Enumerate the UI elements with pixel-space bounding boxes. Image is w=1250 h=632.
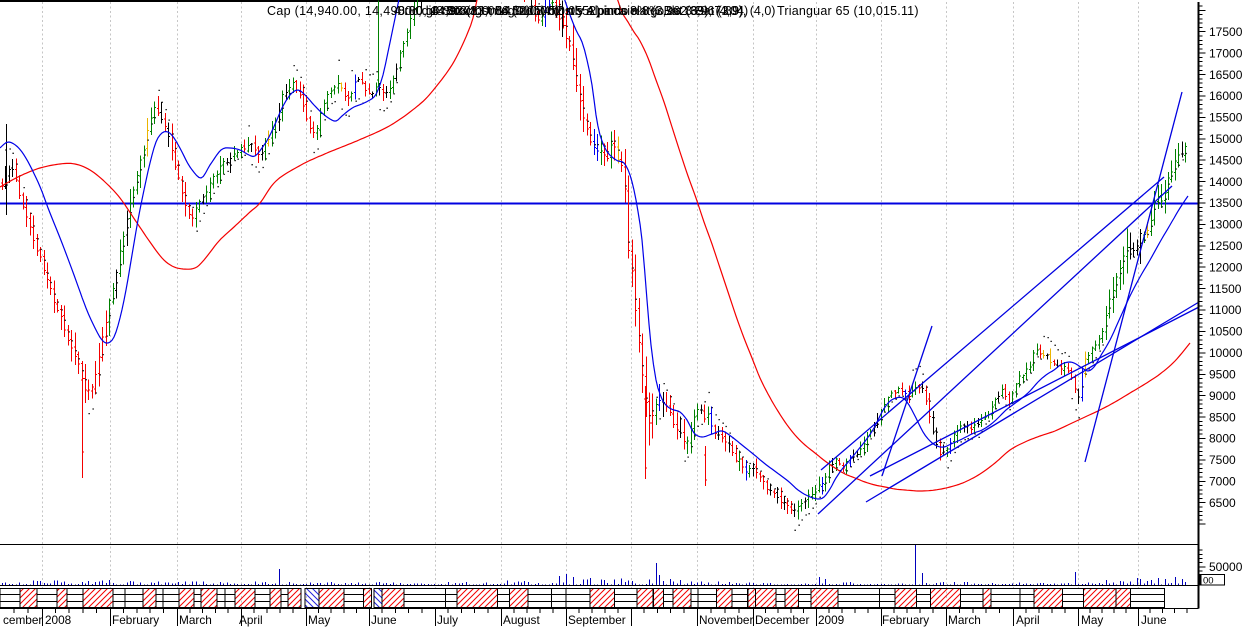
svg-text:February: February bbox=[882, 613, 929, 627]
svg-text:April: April bbox=[1016, 613, 1040, 627]
svg-text:Cap (14,940.00, 14,490.00, 14,: Cap (14,940.00, 14,490.00, 14,930.00, 14… bbox=[267, 4, 559, 18]
svg-text:16000: 16000 bbox=[1209, 89, 1243, 103]
svg-text:February: February bbox=[112, 613, 159, 627]
svg-text:July: July bbox=[437, 613, 458, 627]
svg-text:17000: 17000 bbox=[1209, 46, 1243, 60]
svg-text:12000: 12000 bbox=[1209, 260, 1243, 274]
svg-text:15500: 15500 bbox=[1209, 111, 1243, 125]
svg-text:September: September bbox=[568, 613, 626, 627]
svg-text:10500: 10500 bbox=[1209, 325, 1243, 339]
svg-text:10000: 10000 bbox=[1209, 346, 1243, 360]
svg-text:March: March bbox=[179, 613, 212, 627]
svg-text:November: November bbox=[699, 613, 753, 627]
svg-text:12500: 12500 bbox=[1209, 239, 1243, 253]
svg-text:6500: 6500 bbox=[1209, 496, 1236, 510]
svg-text:June: June bbox=[1141, 613, 1167, 627]
svg-text:June: June bbox=[371, 613, 397, 627]
svg-text:14500: 14500 bbox=[1209, 153, 1243, 167]
svg-text:7000: 7000 bbox=[1209, 475, 1236, 489]
svg-text:7500: 7500 bbox=[1209, 453, 1236, 467]
svg-text:9500: 9500 bbox=[1209, 368, 1236, 382]
svg-text:8000: 8000 bbox=[1209, 432, 1236, 446]
svg-text:8 Stroctgst 84 (0.05) 52 n s a: 8 Stroctgst 84 (0.05) 52 n s a pinca 8% … bbox=[432, 4, 748, 18]
svg-text:13000: 13000 bbox=[1209, 218, 1243, 232]
svg-text:8500: 8500 bbox=[1209, 410, 1236, 424]
svg-text:13500: 13500 bbox=[1209, 196, 1243, 210]
svg-text:17500: 17500 bbox=[1209, 25, 1243, 39]
svg-text:April: April bbox=[239, 613, 263, 627]
svg-text:14000: 14000 bbox=[1209, 175, 1243, 189]
svg-text:11000: 11000 bbox=[1209, 303, 1242, 317]
svg-text:May: May bbox=[1081, 613, 1103, 627]
svg-text:Trianguar 65 (10,015.11): Trianguar 65 (10,015.11) bbox=[777, 4, 919, 18]
svg-text:16500: 16500 bbox=[1209, 68, 1243, 82]
svg-text:4 r80 g 8 Str (13,056.52) nt m: 4 r80 g 8 Str (13,056.52) nt mostly Alpi… bbox=[394, 4, 775, 18]
svg-text:May: May bbox=[308, 613, 330, 627]
svg-text:cember: cember bbox=[3, 613, 42, 627]
svg-text:March: March bbox=[948, 613, 981, 627]
svg-text:August: August bbox=[503, 613, 540, 627]
svg-text:80c,di4 r803,8 Unrograd 84 (0.: 80c,di4 r803,8 Unrograd 84 (0.0552) amsi… bbox=[398, 4, 743, 18]
svg-text:December: December bbox=[755, 613, 809, 627]
svg-text:00: 00 bbox=[1203, 576, 1214, 587]
svg-text:11500: 11500 bbox=[1209, 282, 1242, 296]
svg-text:2009: 2009 bbox=[818, 613, 844, 627]
svg-text:15000: 15000 bbox=[1209, 132, 1243, 146]
svg-text:9000: 9000 bbox=[1209, 389, 1236, 403]
svg-text:50000: 50000 bbox=[1209, 560, 1243, 574]
svg-text:2008: 2008 bbox=[45, 613, 72, 627]
